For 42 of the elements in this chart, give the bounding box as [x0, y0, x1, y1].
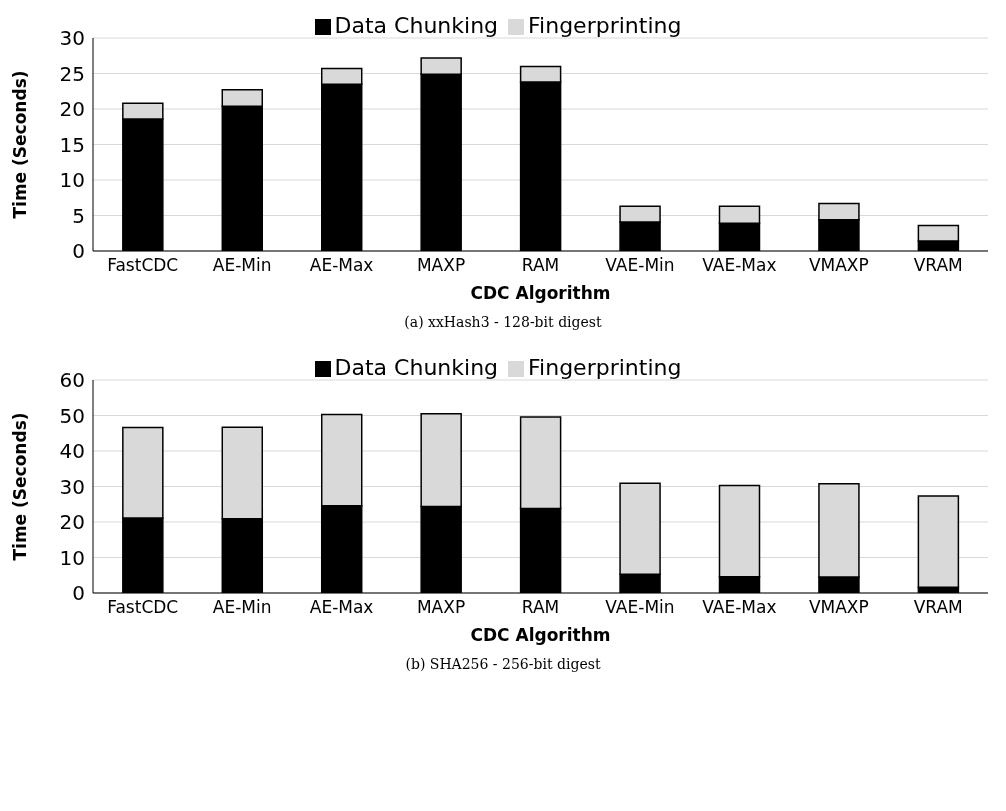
y-tick-label: 0 — [72, 239, 85, 264]
y-tick-label: 30 — [59, 26, 85, 51]
x-tick-label: VMAXP — [808, 597, 869, 618]
x-tick-label: VRAM — [913, 597, 963, 618]
legend-label: Fingerprinting — [528, 13, 682, 38]
x-tick-label: VAE-Max — [702, 597, 777, 618]
x-tick-label: AE-Max — [309, 255, 374, 276]
legend-label: Fingerprinting — [528, 355, 682, 380]
x-tick-label: AE-Min — [212, 255, 272, 276]
x-tick-label: AE-Min — [212, 597, 272, 618]
x-axis-title: CDC Algorithm — [470, 283, 611, 303]
y-tick-label: 20 — [59, 97, 85, 122]
text: (b) SHA256 - 256-bit digest — [404, 656, 602, 672]
x-tick-label: VAE-Min — [605, 255, 675, 276]
y-tick-label: 10 — [59, 545, 85, 570]
y-tick-label: 40 — [59, 439, 85, 464]
text: (a) xxHash3 - 128-bit digest — [403, 314, 603, 330]
x-tick-label: FastCDC — [107, 255, 179, 276]
y-tick-label: 20 — [59, 510, 85, 535]
y-axis-title: Time (Seconds) — [10, 412, 31, 561]
x-axis-title: CDC Algorithm — [470, 625, 611, 645]
x-tick-label: VAE-Max — [702, 255, 777, 276]
legend-label: Data Chunking — [334, 13, 499, 38]
legend-label: Data Chunking — [334, 355, 499, 380]
y-tick-label: 10 — [59, 168, 85, 193]
x-tick-label: VMAXP — [808, 255, 869, 276]
x-tick-label: AE-Max — [309, 597, 374, 618]
x-tick-label: MAXP — [416, 255, 466, 276]
x-tick-label: RAM — [521, 597, 560, 618]
y-tick-label: 15 — [59, 132, 85, 157]
x-tick-label: RAM — [521, 255, 560, 276]
y-tick-label: 5 — [72, 203, 85, 228]
x-tick-label: MAXP — [416, 597, 466, 618]
y-tick-label: 0 — [72, 581, 85, 606]
y-axis-title: Time (Seconds) — [10, 70, 31, 219]
y-tick-label: 50 — [59, 403, 85, 428]
y-tick-label: 25 — [59, 61, 85, 86]
x-tick-label: VRAM — [913, 255, 963, 276]
x-tick-label: VAE-Min — [605, 597, 675, 618]
x-tick-label: FastCDC — [107, 597, 179, 618]
y-tick-label: 60 — [59, 368, 85, 393]
y-tick-label: 30 — [59, 474, 85, 499]
